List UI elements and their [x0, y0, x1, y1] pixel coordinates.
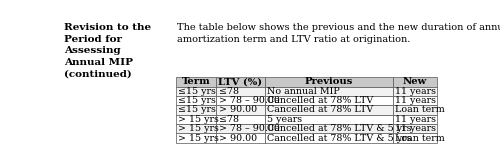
Text: Cancelled at 78% LTV: Cancelled at 78% LTV — [268, 96, 374, 105]
Text: ≤15 yrs: ≤15 yrs — [178, 96, 216, 105]
Bar — [392, 77, 437, 87]
Bar — [176, 87, 216, 96]
Bar — [265, 115, 392, 124]
Bar — [176, 115, 216, 124]
Text: The table below shows the previous and the new duration of annual MIP by
amortiz: The table below shows the previous and t… — [177, 23, 500, 44]
Text: LTV (%): LTV (%) — [218, 77, 262, 86]
Bar — [176, 133, 216, 143]
Text: 11 years: 11 years — [396, 115, 436, 124]
Text: > 90.00: > 90.00 — [219, 105, 257, 114]
Bar — [176, 124, 216, 133]
Text: > 15 yrs: > 15 yrs — [178, 115, 219, 124]
Text: > 15 yrs: > 15 yrs — [178, 134, 219, 143]
Bar — [392, 87, 437, 96]
Text: Previous: Previous — [304, 77, 353, 86]
Text: Cancelled at 78% LTV: Cancelled at 78% LTV — [268, 105, 374, 114]
Bar — [265, 96, 392, 105]
Bar — [216, 115, 265, 124]
Bar — [176, 105, 216, 115]
Bar — [216, 96, 265, 105]
Text: Loan term: Loan term — [396, 134, 445, 143]
Text: Revision to the
Period for
Assessing
Annual MIP
(continued): Revision to the Period for Assessing Ann… — [64, 23, 152, 78]
Text: Cancelled at 78% LTV & 5 yrs: Cancelled at 78% LTV & 5 yrs — [268, 124, 412, 133]
Bar — [392, 105, 437, 115]
Bar — [392, 124, 437, 133]
Bar — [176, 77, 216, 87]
Text: ≤15 yrs: ≤15 yrs — [178, 87, 216, 96]
Text: > 15 yrs: > 15 yrs — [178, 124, 219, 133]
Bar — [265, 124, 392, 133]
Text: 5 years: 5 years — [268, 115, 302, 124]
Text: ≤78: ≤78 — [219, 87, 239, 96]
Bar — [392, 133, 437, 143]
Bar — [216, 124, 265, 133]
Text: ≤78: ≤78 — [219, 115, 239, 124]
Text: 11 years: 11 years — [396, 124, 436, 133]
Bar — [265, 133, 392, 143]
Bar — [392, 115, 437, 124]
Text: > 78 – 90.00: > 78 – 90.00 — [219, 96, 280, 105]
Bar — [216, 105, 265, 115]
Text: Cancelled at 78% LTV & 5 yrs: Cancelled at 78% LTV & 5 yrs — [268, 134, 412, 143]
Text: > 78 – 90.00: > 78 – 90.00 — [219, 124, 280, 133]
Bar — [265, 77, 392, 87]
Bar — [216, 87, 265, 96]
Text: 11 years: 11 years — [396, 96, 436, 105]
Bar — [176, 96, 216, 105]
Text: Loan term: Loan term — [396, 105, 445, 114]
Text: 11 years: 11 years — [396, 87, 436, 96]
Bar — [265, 105, 392, 115]
Bar — [216, 77, 265, 87]
Text: No annual MIP: No annual MIP — [268, 87, 340, 96]
Text: New: New — [403, 77, 427, 86]
Text: Term: Term — [182, 77, 210, 86]
Bar — [216, 133, 265, 143]
Text: > 90.00: > 90.00 — [219, 134, 257, 143]
Bar — [392, 96, 437, 105]
Text: ≤15 yrs: ≤15 yrs — [178, 105, 216, 114]
Bar — [265, 87, 392, 96]
